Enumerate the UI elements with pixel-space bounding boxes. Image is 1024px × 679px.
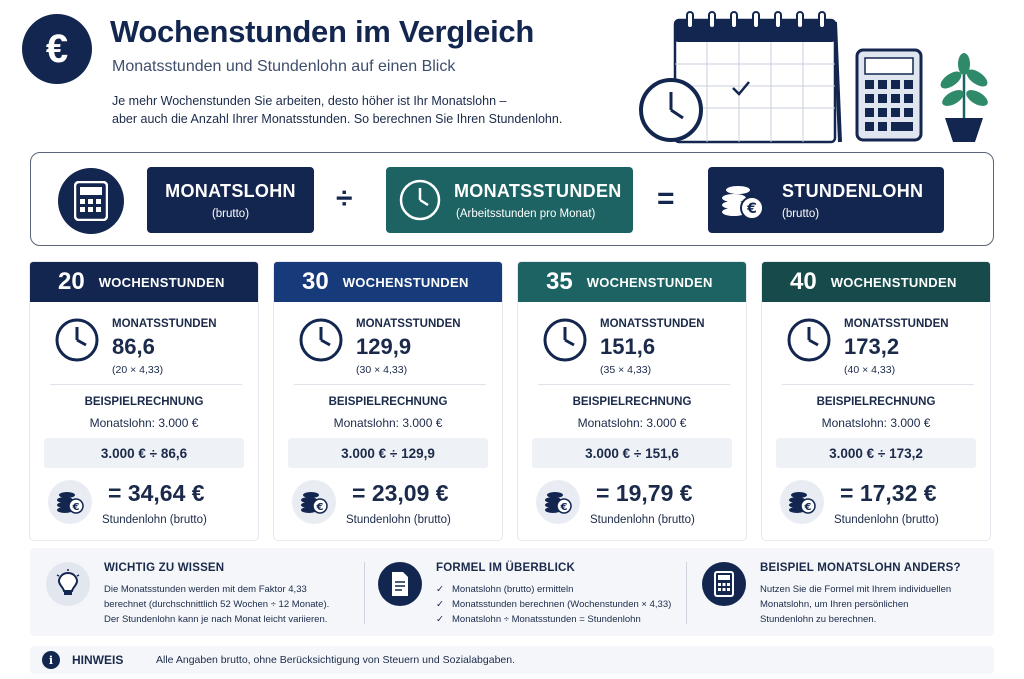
- calculator-icon: [855, 48, 923, 142]
- calculator-icon: [702, 562, 746, 606]
- card-30-hours: 30 WOCHENSTUNDEN MONATSSTUNDEN 129,9 (30…: [274, 262, 502, 540]
- divider: [686, 562, 687, 624]
- svg-text:€: €: [560, 502, 568, 513]
- coins-euro-icon: €: [536, 480, 580, 524]
- card-40-hours: 40 WOCHENSTUNDEN MONATSSTUNDEN 173,2 (40…: [762, 262, 990, 540]
- formula-monatsstunden: MONATSSTUNDEN (Arbeitsstunden pro Monat): [386, 167, 633, 233]
- equals-operator: =: [657, 182, 675, 215]
- divider: [782, 384, 974, 385]
- divider: [538, 384, 730, 385]
- monatsstunden-value: 129,9: [356, 334, 412, 359]
- clock-icon: [639, 78, 703, 142]
- monatsstunden-label: MONATSSTUNDEN: [844, 318, 949, 330]
- clock-icon: [543, 318, 587, 362]
- monatslohn-example: Monatslohn: 3.000 €: [821, 416, 931, 430]
- card-header: 35 WOCHENSTUNDEN: [518, 262, 746, 302]
- card-header: 20 WOCHENSTUNDEN: [30, 262, 258, 302]
- monatsstunden-label: MONATSSTUNDEN: [112, 318, 217, 330]
- divider: [50, 384, 242, 385]
- page-subtitle: Monatsstunden und Stundenlohn auf einen …: [112, 58, 456, 75]
- hinweis-text: Alle Angaben brutto, ohne Berücksichtigu…: [156, 654, 516, 666]
- clock-icon: [55, 318, 99, 362]
- lightbulb-icon: [46, 562, 90, 606]
- divider: [364, 562, 365, 624]
- divider: [294, 384, 486, 385]
- stundenlohn-result: = 34,64 €: [108, 480, 205, 506]
- card-35-hours: 35 WOCHENSTUNDEN MONATSSTUNDEN 151,6 (35…: [518, 262, 746, 540]
- monatsstunden-formula: (40 × 4,33): [844, 364, 896, 376]
- stundenlohn-result: = 19,79 €: [596, 480, 693, 506]
- monatsstunden-formula: (35 × 4,33): [600, 364, 652, 376]
- document-icon: [378, 562, 422, 606]
- stundenlohn-label: Stundenlohn (brutto): [346, 514, 451, 526]
- list-item: Monatslohn (brutto) ermitteln: [436, 582, 671, 597]
- svg-text:€: €: [804, 502, 812, 513]
- list-item: Monatslohn ÷ Monatsstunden = Stundenlohn: [436, 612, 671, 627]
- monatsstunden-formula: (30 × 4,33): [356, 364, 408, 376]
- svg-text:€: €: [316, 502, 324, 513]
- beispielrechnung-title: BEISPIELRECHNUNG: [84, 396, 204, 408]
- euro-logo: €: [22, 14, 92, 84]
- divide-operator: ÷: [336, 182, 353, 215]
- formel-title: FORMEL IM ÜBERBLICK: [436, 562, 576, 574]
- intro-text: Je mehr Wochenstunden Sie arbeiten, dest…: [112, 94, 563, 126]
- euro-icon: €: [45, 26, 69, 71]
- monatsstunden-value: 151,6: [600, 334, 656, 359]
- beispiel-text: Nutzen Sie die Formel mit Ihrem individu…: [760, 584, 952, 625]
- page-title: Wochenstunden im Vergleich: [110, 14, 534, 49]
- calendar-clock-calculator-illustration: [639, 11, 988, 144]
- coins-euro-icon: €: [292, 480, 336, 524]
- calculation: 3.000 € ÷ 86,6: [44, 438, 244, 468]
- beispielrechnung-title: BEISPIELRECHNUNG: [328, 396, 448, 408]
- monatslohn-example: Monatslohn: 3.000 €: [89, 416, 199, 430]
- calculation: 3.000 € ÷ 151,6: [532, 438, 732, 468]
- list-item: Monatsstunden berechnen (Wochenstunden ×…: [436, 597, 671, 612]
- calculation: 3.000 € ÷ 173,2: [776, 438, 976, 468]
- calculator-icon: [58, 168, 124, 234]
- card-header: 40 WOCHENSTUNDEN: [762, 262, 990, 302]
- monatslohn-example: Monatslohn: 3.000 €: [577, 416, 687, 430]
- monatslohn-example: Monatslohn: 3.000 €: [333, 416, 443, 430]
- wichtig-text: Die Monatsstunden werden mit dem Faktor …: [104, 584, 330, 625]
- clock-icon: [787, 318, 831, 362]
- stundenlohn-label: Stundenlohn (brutto): [834, 514, 939, 526]
- monatsstunden-label: MONATSSTUNDEN: [600, 318, 705, 330]
- svg-text:€: €: [72, 502, 80, 513]
- stundenlohn-label: Stundenlohn (brutto): [102, 514, 207, 526]
- wichtig-title: WICHTIG ZU WISSEN: [104, 562, 225, 574]
- beispielrechnung-title: BEISPIELRECHNUNG: [816, 396, 936, 408]
- info-icon: i: [42, 651, 60, 669]
- clock-icon: [299, 318, 343, 362]
- monatsstunden-value: 173,2: [844, 334, 900, 359]
- hinweis-label: HINWEIS: [72, 653, 124, 667]
- beispielrechnung-title: BEISPIELRECHNUNG: [572, 396, 692, 408]
- coins-euro-icon: €: [780, 480, 824, 524]
- stundenlohn-label: Stundenlohn (brutto): [590, 514, 695, 526]
- formula-monatslohn: MONATSLOHN (brutto): [147, 167, 314, 233]
- stundenlohn-result: = 17,32 €: [840, 480, 937, 506]
- calculation: 3.000 € ÷ 129,9: [288, 438, 488, 468]
- plant-icon: [940, 53, 988, 142]
- beispiel-title: BEISPIEL MONATSLOHN ANDERS?: [760, 562, 961, 574]
- hinweis-bar: [30, 646, 994, 674]
- monatsstunden-formula: (20 × 4,33): [112, 364, 164, 376]
- formel-steps: Monatslohn (brutto) ermitteln Monatsstun…: [436, 582, 671, 627]
- clock-icon: [399, 179, 441, 221]
- monatsstunden-label: MONATSSTUNDEN: [356, 318, 461, 330]
- coins-euro-icon: €: [48, 480, 92, 524]
- monatsstunden-value: 86,6: [112, 334, 155, 359]
- calendar-icon: [673, 11, 842, 144]
- coins-euro-icon: €: [722, 186, 764, 220]
- card-header: 30 WOCHENSTUNDEN: [274, 262, 502, 302]
- card-20-hours: 20 WOCHENSTUNDEN MONATSSTUNDEN 86,6 (20 …: [30, 262, 258, 540]
- svg-text:€: €: [746, 201, 757, 217]
- stundenlohn-result: = 23,09 €: [352, 480, 449, 506]
